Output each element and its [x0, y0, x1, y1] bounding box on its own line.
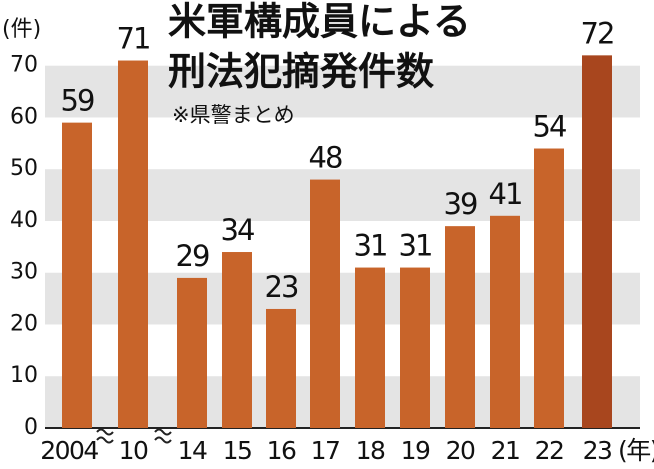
y-tick-label: 10 [10, 363, 38, 388]
y-tick-label: 20 [10, 311, 38, 336]
bar [490, 215, 520, 428]
value-label: 34 [221, 213, 254, 247]
bar [118, 60, 148, 428]
value-label: 29 [176, 239, 209, 273]
x-tick-label: 2004 [40, 436, 98, 465]
x-tick-label: 18 [356, 436, 385, 465]
bar [177, 277, 207, 428]
x-tick-label: 21 [491, 436, 520, 465]
bar [310, 179, 340, 428]
chart-title: 米軍構成員による [168, 0, 471, 44]
bar [582, 55, 612, 429]
bar [222, 252, 252, 428]
x-tick-label: 19 [401, 436, 430, 465]
value-label: 23 [265, 270, 298, 304]
value-label: 41 [489, 177, 522, 211]
x-tick-label: 16 [267, 436, 296, 465]
x-tick-label: 15 [223, 436, 252, 465]
bar [355, 267, 385, 428]
value-label: 54 [533, 110, 566, 144]
y-tick-label: 40 [10, 208, 38, 233]
y-tick-label: 60 [10, 104, 38, 129]
y-tick-label: 0 [24, 415, 38, 440]
x-tick-label: 14 [178, 436, 207, 465]
y-unit: (件) [2, 17, 41, 42]
bar [400, 267, 430, 428]
bar [266, 308, 296, 428]
bar [445, 226, 475, 428]
y-tick-label: 50 [10, 156, 38, 181]
bar [534, 148, 564, 428]
value-label: 48 [309, 141, 342, 175]
value-label: 31 [399, 229, 432, 263]
chart-title: 刑法犯摘発件数 [168, 50, 434, 94]
x-unit: (年) [618, 436, 654, 465]
value-label: 31 [354, 229, 387, 263]
chart-subtitle: ※県警まとめ [172, 103, 295, 127]
x-tick-label: 23 [583, 436, 612, 465]
axis-break [96, 428, 114, 444]
value-label: 59 [61, 84, 94, 118]
x-tick-label: 10 [119, 436, 148, 465]
bar [62, 122, 92, 428]
axis-break [154, 428, 172, 444]
x-tick-label: 20 [446, 436, 475, 465]
value-label: 72 [581, 16, 614, 50]
x-tick-label: 22 [535, 436, 564, 465]
x-tick-label: 17 [311, 436, 340, 465]
y-tick-label: 70 [10, 53, 38, 78]
value-label: 39 [444, 187, 477, 221]
y-tick-label: 30 [10, 260, 38, 285]
value-label: 71 [117, 22, 150, 56]
